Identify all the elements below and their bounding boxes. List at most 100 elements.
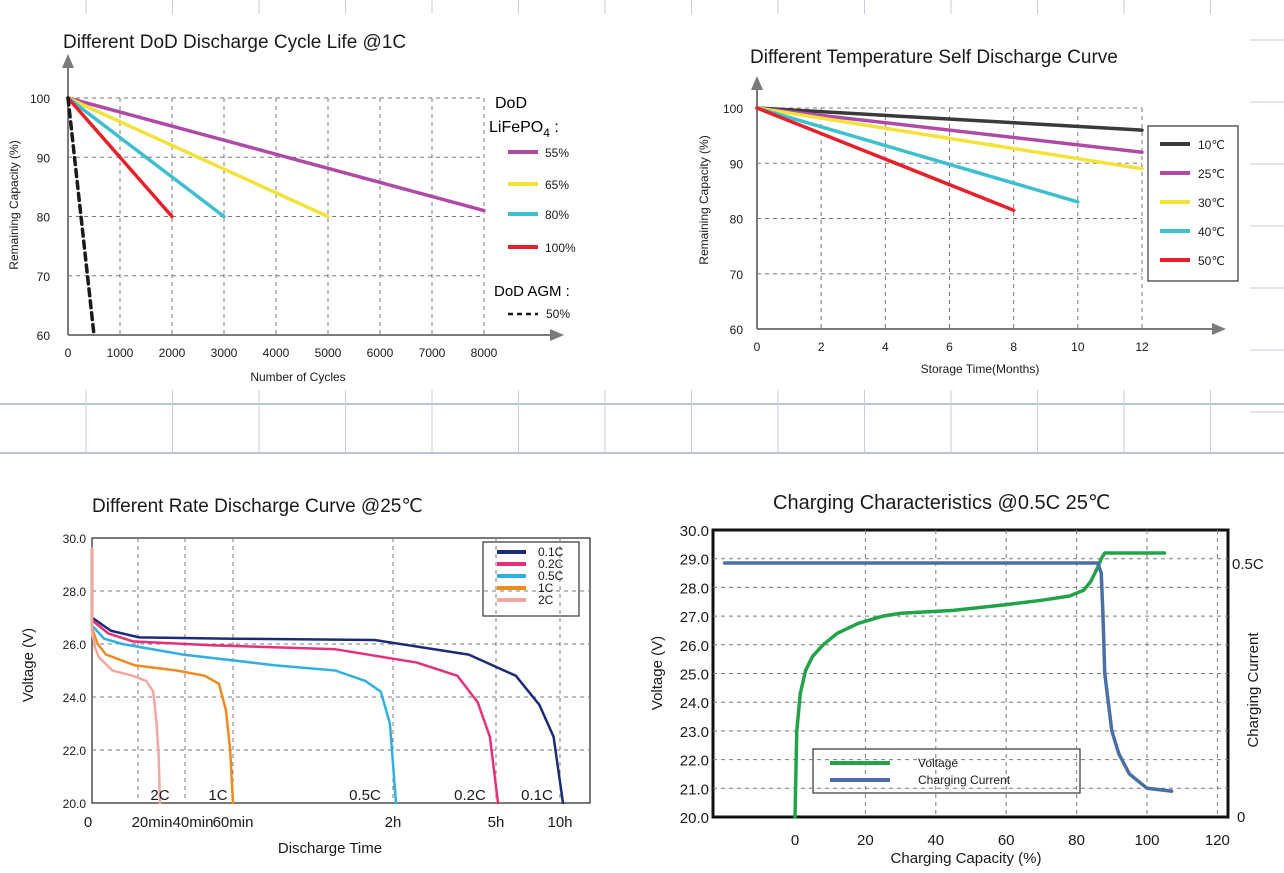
series-line bbox=[755, 106, 1016, 212]
legend-label: 25℃ bbox=[1198, 167, 1225, 181]
x-axis-label: Discharge Time bbox=[278, 840, 382, 857]
curve-label: 0.1C bbox=[521, 787, 553, 804]
x-tick-label: 7000 bbox=[419, 346, 446, 360]
x-tick-label: 80 bbox=[1068, 832, 1085, 849]
y-tick-label: 60 bbox=[37, 329, 51, 343]
x-tick-label: 40 bbox=[927, 832, 944, 849]
curve-label: 1C bbox=[208, 787, 227, 804]
x-tick-label: 4000 bbox=[263, 346, 290, 360]
series-line bbox=[755, 106, 1144, 171]
chart-rate-discharge: Different Rate Discharge Curve @25℃ Volt… bbox=[20, 496, 591, 857]
y-tick-label: 30.0 bbox=[680, 523, 709, 540]
x-tick-label: 12 bbox=[1135, 340, 1149, 354]
x-tick-label: 20min bbox=[132, 814, 173, 831]
y-axis-label: Remaining Capacity (%) bbox=[7, 140, 21, 269]
y-tick-label: 24.0 bbox=[63, 691, 87, 705]
legend-label: 100% bbox=[545, 241, 576, 255]
legend-label: 1C bbox=[538, 581, 554, 595]
x-axis-label: Storage Time(Months) bbox=[921, 362, 1040, 376]
x-tick-label: 8000 bbox=[471, 346, 498, 360]
y-tick-label: 70 bbox=[730, 268, 744, 282]
series-line bbox=[90, 547, 398, 805]
x-tick-label: 2h bbox=[385, 814, 402, 831]
series-line bbox=[755, 106, 1080, 204]
y-tick-label: 22.0 bbox=[63, 744, 87, 758]
legend-label: 0.1C bbox=[538, 545, 564, 559]
x-tick-label: 20 bbox=[857, 832, 874, 849]
y2-axis-label: Charging Current bbox=[1245, 632, 1262, 748]
x-tick-label: 60min bbox=[213, 814, 254, 831]
x-axis-label: Charging Capacity (%) bbox=[891, 850, 1042, 867]
series-line bbox=[66, 96, 486, 213]
y-tick-label: 24.0 bbox=[680, 695, 709, 712]
series-line bbox=[90, 547, 500, 805]
chart-title: Different Rate Discharge Curve @25℃ bbox=[92, 496, 423, 517]
series-line bbox=[66, 96, 174, 219]
y-tick-label: 80 bbox=[37, 211, 51, 225]
y-tick-label: 60 bbox=[730, 323, 744, 337]
x-tick-label: 5000 bbox=[315, 346, 342, 360]
x-tick-label: 2000 bbox=[159, 346, 186, 360]
legend-label: 80% bbox=[545, 208, 569, 222]
y-tick-label: 80 bbox=[730, 213, 744, 227]
y-axis-label: Remaining Capacity (%) bbox=[697, 135, 711, 264]
chart-charging-characteristics: Charging Characteristics @0.5C 25℃ Volta… bbox=[649, 492, 1264, 867]
y-tick-label: 20.0 bbox=[680, 810, 709, 827]
legend-box bbox=[482, 541, 580, 617]
legend-label: 10℃ bbox=[1198, 138, 1225, 152]
curve-label: 2C bbox=[150, 787, 169, 804]
y-tick-label: 90 bbox=[37, 151, 51, 165]
legend-label: 55% bbox=[545, 146, 569, 160]
chart-title: Charging Characteristics @0.5C 25℃ bbox=[773, 492, 1110, 514]
y-tick-label: 22.0 bbox=[680, 753, 709, 770]
legend-heading-lifepo4-suffix: : bbox=[550, 119, 559, 136]
legend-heading-lifepo4-text: LiFePO bbox=[489, 119, 543, 136]
y-tick-label: 26.0 bbox=[63, 638, 87, 652]
series-line bbox=[755, 106, 1144, 132]
curve-label: 0.5C bbox=[349, 787, 381, 804]
x-tick-label: 5h bbox=[488, 814, 505, 831]
x-tick-label: 10h bbox=[547, 814, 572, 831]
legend-label: 65% bbox=[545, 178, 569, 192]
series-line bbox=[755, 106, 1144, 154]
series-line bbox=[66, 96, 226, 219]
x-tick-label: 0 bbox=[791, 832, 799, 849]
x-tick-label: 8 bbox=[1010, 340, 1017, 354]
legend-label: 2C bbox=[538, 593, 554, 607]
x-tick-label: 1000 bbox=[107, 346, 134, 360]
y2-tick-label: 0.5C bbox=[1232, 556, 1264, 573]
chart-title: Different DoD Discharge Cycle Life @1C bbox=[63, 32, 406, 53]
legend-label: 30℃ bbox=[1198, 196, 1225, 210]
x-tick-label: 10 bbox=[1071, 340, 1085, 354]
series-line bbox=[90, 547, 235, 805]
x-tick-label: 0 bbox=[65, 346, 72, 360]
background-grid bbox=[0, 0, 1284, 454]
x-axis-label: Number of Cycles bbox=[250, 370, 345, 384]
x-tick-label: 4 bbox=[882, 340, 889, 354]
x-tick-label: 2 bbox=[818, 340, 825, 354]
legend-label: 40℃ bbox=[1198, 225, 1225, 239]
x-tick-label: 0 bbox=[754, 340, 761, 354]
curve-label: 0.2C bbox=[454, 787, 486, 804]
y-tick-label: 28.0 bbox=[63, 585, 87, 599]
series-line bbox=[90, 547, 162, 805]
legend-label: 50℃ bbox=[1198, 254, 1225, 268]
legend-heading-lifepo4: LiFePO4 : bbox=[489, 119, 559, 140]
y-tick-label: 30.0 bbox=[63, 532, 87, 546]
y-tick-label: 26.0 bbox=[680, 638, 709, 655]
y-axis-arrow bbox=[62, 54, 74, 68]
y2-tick-label: 0 bbox=[1237, 809, 1245, 826]
x-axis-arrow bbox=[1212, 323, 1226, 335]
y-tick-label: 20.0 bbox=[63, 797, 87, 811]
y-tick-label: 100 bbox=[723, 102, 743, 116]
legend-label: 0.2C bbox=[538, 557, 564, 571]
y-tick-label: 70 bbox=[37, 270, 51, 284]
y-tick-label: 28.0 bbox=[680, 580, 709, 597]
y-tick-label: 90 bbox=[730, 157, 744, 171]
series-line bbox=[66, 96, 96, 337]
legend-label: Voltage bbox=[918, 756, 958, 770]
y-axis-arrow bbox=[751, 76, 763, 90]
chart-temperature-self-discharge: Different Temperature Self Discharge Cur… bbox=[697, 47, 1239, 376]
y-tick-label: 25.0 bbox=[680, 667, 709, 684]
